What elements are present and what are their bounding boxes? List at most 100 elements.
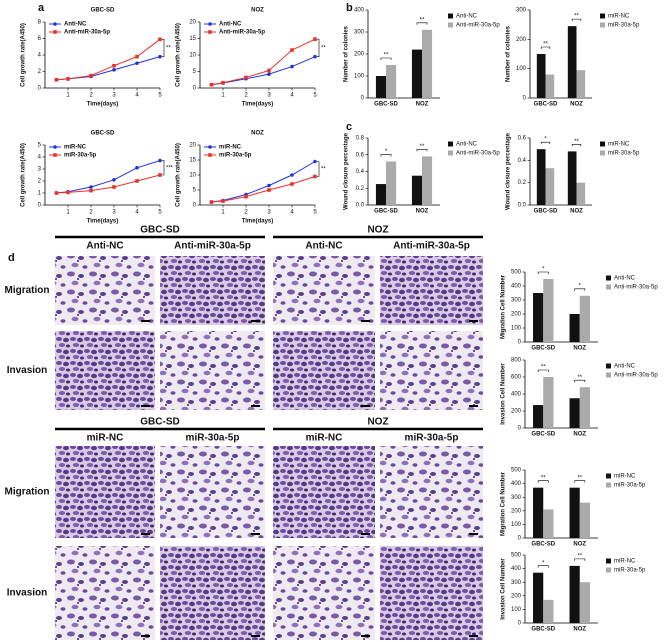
x-tick-label: GBC-SD (531, 542, 555, 548)
y-tick-label: 0.0 (518, 203, 527, 209)
y-tick-label: 3 (38, 167, 42, 173)
y-axis-label: Migration Cell Number (501, 274, 507, 339)
y-tick-label: 0 (518, 536, 522, 542)
legend-label: Anti-miR-30a-5p (219, 30, 265, 36)
y-tick-label: 0 (193, 86, 197, 92)
bar (569, 398, 580, 428)
point (112, 68, 116, 72)
cell-line-label: GBC-SD (140, 417, 179, 428)
scale-bar (251, 533, 260, 535)
point (135, 61, 139, 66)
y-tick-label: 6 (38, 36, 42, 42)
y-axis-label: Invasion Cell Number (501, 558, 507, 620)
column-label: Anti-miR-30a-5p (393, 241, 470, 252)
point (267, 72, 271, 76)
y-tick-label: 200 (516, 37, 527, 43)
x-tick-label: NOZ (416, 102, 429, 108)
micrograph (160, 256, 265, 325)
cell-line-label: NOZ (367, 417, 388, 428)
y-tick-label: 200 (511, 593, 522, 599)
scale-bar (141, 320, 150, 322)
cell-line-label: GBC-SD (140, 225, 179, 236)
legend-swatch (600, 22, 605, 28)
scale-bar (469, 533, 478, 535)
significance-bracket (162, 39, 165, 57)
x-tick-label: 2 (89, 210, 93, 216)
significance-label: ** (321, 167, 326, 173)
y-tick-label: 300 (511, 298, 522, 304)
micrograph (55, 331, 155, 410)
legend-swatch (606, 558, 611, 564)
x-tick-label: GBC-SD (531, 627, 555, 633)
x-tick-label: 4 (290, 210, 294, 216)
micrograph (273, 546, 375, 640)
y-axis-label: Invasion Cell Number (501, 363, 507, 425)
y-tick-label: 15 (189, 158, 196, 164)
y-tick-label: 600 (511, 375, 522, 381)
x-axis-label: Time(days) (87, 219, 119, 225)
bar (536, 54, 546, 98)
y-tick-label: 2 (38, 179, 42, 185)
y-tick-label: 8 (38, 20, 42, 26)
significance-bracket (574, 379, 586, 383)
y-tick-label: 0.8 (356, 136, 365, 142)
y-tick-label: 100 (354, 74, 365, 80)
series-line (56, 38, 161, 81)
point (158, 158, 162, 163)
column-label: Anti-NC (305, 241, 342, 252)
chart-title: NOZ (251, 131, 264, 137)
significance-bracket (571, 18, 582, 22)
bar (579, 582, 590, 623)
x-tick-label: NOZ (573, 432, 586, 438)
scale-bar (251, 635, 260, 637)
y-tick-label: 5 (193, 69, 197, 75)
significance-label: ** (541, 475, 546, 481)
panel-label: d (8, 252, 15, 264)
micrograph (55, 256, 155, 325)
point (135, 54, 139, 59)
legend-marker (208, 22, 212, 26)
x-tick-label: 3 (112, 93, 116, 99)
bar (579, 387, 590, 428)
scale-bar (361, 320, 370, 322)
x-axis-label: Time(days) (87, 102, 119, 108)
y-tick-label: 0.4 (518, 158, 527, 164)
x-tick-label: 4 (290, 93, 294, 99)
column-label: miR-30a-5p (405, 433, 459, 444)
bar (411, 49, 422, 98)
legend-swatch (606, 482, 611, 488)
legend-marker (53, 145, 57, 149)
y-tick-label: 100 (511, 326, 522, 332)
point (290, 48, 294, 52)
significance-label: ** (420, 17, 425, 23)
bar (386, 65, 397, 98)
x-tick-label: 5 (313, 210, 317, 216)
legend-label: Anti-miR-30a-5p (614, 285, 658, 291)
significance-label: ** (577, 475, 582, 481)
point (158, 173, 162, 177)
y-tick-label: 0 (518, 621, 522, 627)
scale-bar (469, 320, 478, 322)
x-tick-label: 5 (158, 93, 162, 99)
point (112, 178, 116, 182)
x-tick-label: NOZ (573, 542, 586, 548)
micrograph (380, 546, 483, 640)
bar (543, 509, 554, 538)
x-tick-label: GBC-SD (534, 102, 558, 108)
y-tick-label: 0.4 (356, 169, 365, 175)
micrograph (380, 331, 483, 410)
point (112, 185, 116, 189)
x-tick-label: GBC-SD (531, 346, 555, 352)
point (290, 173, 294, 177)
chart-title: GBC-SD (91, 131, 115, 137)
scale-bar (251, 405, 260, 407)
bar (576, 182, 586, 205)
x-tick-label: 2 (89, 93, 93, 99)
significance-bracket (574, 288, 586, 291)
significance-label: ** (166, 46, 171, 52)
legend-marker (53, 22, 57, 26)
significance-label: ** (574, 139, 579, 145)
y-tick-label: 0.6 (356, 152, 365, 158)
y-axis-label: Wound closure percentage (506, 132, 512, 210)
chart-title: NOZ (251, 8, 264, 14)
